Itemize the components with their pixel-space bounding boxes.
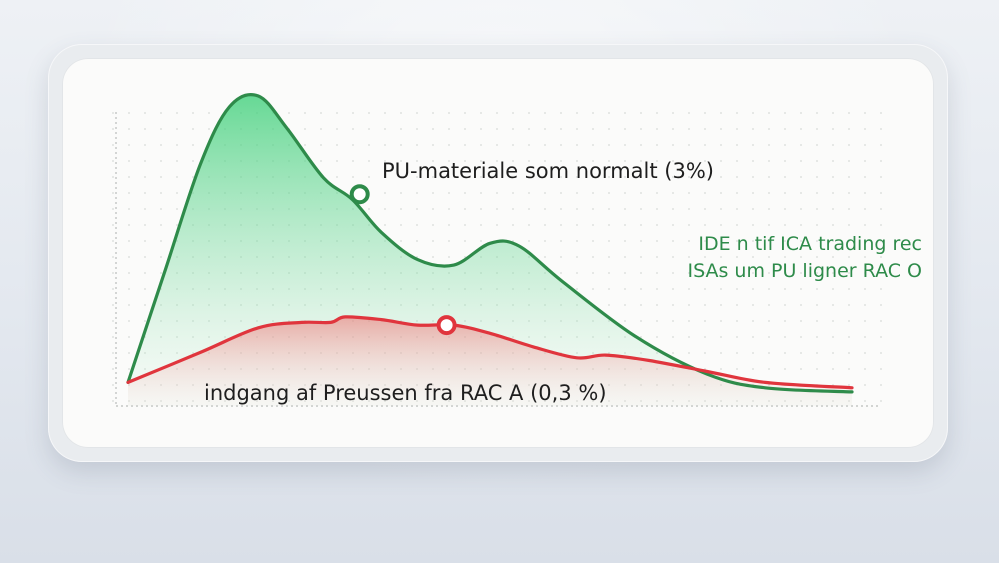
annotation-note-line-2: ISAs um PU ligner RAC O [687,260,922,282]
red-series-area [128,316,852,406]
red-series-marker [436,315,457,336]
green-series-line [126,92,854,394]
green-series-marker [349,184,370,205]
annotation-red-series: indgang af Preussen fra RAC A (0,3 %) [204,381,607,405]
annotation-green-series: PU-materiale som normalt (3%) [382,159,714,183]
series-layer [126,92,854,407]
annotation-note-line-1: IDE n tif ICA trading rec [698,233,922,255]
